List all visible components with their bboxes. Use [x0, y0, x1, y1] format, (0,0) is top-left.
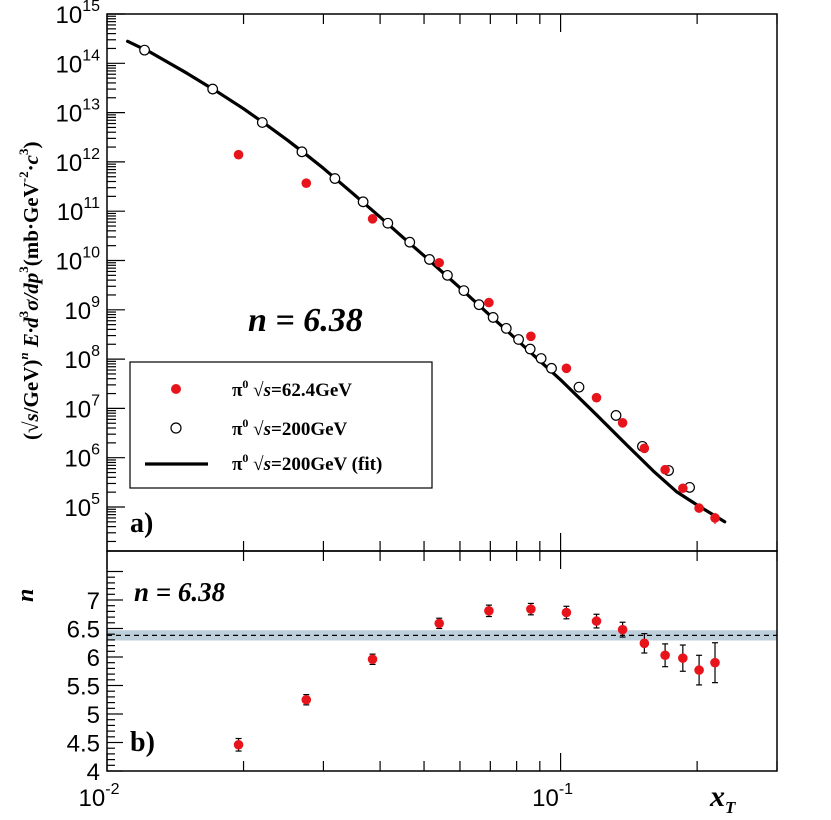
data-point-n [710, 657, 720, 668]
y-tick-label: 1012 [56, 146, 101, 177]
data-point-200gev [487, 312, 499, 323]
annotation-n-b: n = 6.38 [134, 577, 226, 607]
data-point-n [561, 607, 572, 618]
x-tick-label: 10-1 [532, 781, 573, 812]
y-tick-label: 106 [64, 442, 100, 473]
panel-b-points [233, 602, 720, 752]
data-point-62gev [367, 214, 378, 224]
data-point-200gev [546, 362, 557, 374]
data-point-200gev [458, 285, 470, 297]
data-point-n [694, 665, 704, 675]
data-point-62gev [233, 149, 244, 160]
data-point-62gev [694, 503, 704, 513]
x-tick-labels: 10-2 10-1 [79, 781, 574, 812]
y-tick-label: 1013 [56, 97, 101, 128]
y-tick-label: 1011 [57, 195, 100, 226]
data-point-n [639, 638, 650, 649]
data-point-200gev [296, 146, 308, 158]
annotation-n-a: n = 6.38 [248, 302, 363, 339]
data-point-200gev [329, 173, 341, 184]
data-point-n [367, 654, 378, 665]
data-point-200gev [357, 196, 369, 208]
data-point-200gev [404, 236, 416, 248]
data-point-200gev [513, 334, 524, 345]
data-point-200gev [573, 381, 585, 393]
panel-a-points [139, 44, 720, 525]
data-point-62gev [484, 297, 494, 308]
fit-line-200gev [126, 39, 727, 524]
y-axis-title-a: (√s/GeV)n E·d3σ/dp3(mb·GeV-2·c3) [16, 142, 43, 440]
y-tick-label: 5.5 [67, 674, 100, 701]
y-tick-label: 105 [64, 491, 100, 522]
legend-marker-62gev [171, 384, 181, 394]
data-point-n [434, 618, 445, 629]
data-point-n [591, 616, 602, 626]
panel-a-ticks [106, 13, 778, 551]
data-point-200gev [535, 353, 547, 364]
data-point-n [301, 694, 312, 705]
y-tick-label: 6.5 [67, 617, 100, 644]
data-point-200gev [256, 117, 268, 128]
data-point-62gev [434, 257, 445, 268]
data-point-200gev [139, 44, 150, 56]
data-point-n [233, 739, 244, 750]
data-point-200gev [473, 299, 485, 311]
data-point-n [678, 653, 688, 663]
panel-label-a: a) [130, 508, 153, 539]
y-tick-label: 4.5 [67, 731, 100, 758]
legend-marker-200gev [170, 422, 182, 434]
data-point-n [660, 650, 670, 661]
data-point-62gev [301, 178, 312, 188]
data-point-200gev [442, 269, 453, 281]
legend: π0 √s=62.4GeV π0 √s=200GeV π0 √s=200GeV (f… [129, 361, 433, 489]
panel-b-frame [106, 550, 778, 772]
data-point-200gev [382, 217, 394, 229]
y-tick-label: 107 [64, 392, 100, 423]
data-point-62gev [710, 513, 720, 523]
y-tick-label: 5 [87, 702, 100, 729]
y-tick-label: 108 [64, 343, 100, 374]
y-tick-label: 6 [87, 645, 100, 672]
data-point-200gev [524, 343, 536, 355]
x-tick-label: 10-2 [79, 781, 120, 812]
data-point-200gev [424, 254, 435, 265]
data-point-62gev [561, 363, 572, 374]
data-point-62gev [617, 418, 628, 428]
y-tick-label: 1015 [56, 0, 101, 29]
legend-label: π0 √s=200GeV [232, 416, 348, 440]
panel-b-ticks [106, 551, 778, 772]
data-point-n [484, 606, 494, 616]
y-tick-label: 7 [87, 588, 100, 615]
data-point-200gev [207, 83, 219, 95]
panel-label-b: b) [130, 727, 155, 758]
x-axis-title: xT [709, 780, 736, 817]
legend-label: π0 √s=200GeV (fit) [232, 451, 382, 475]
y-tick-label: 1014 [56, 47, 101, 78]
data-point-62gev [591, 392, 602, 403]
y-tick-label: 4 [87, 759, 100, 786]
data-point-62gev [639, 443, 650, 454]
data-point-200gev [610, 410, 622, 421]
data-point-62gev [526, 331, 536, 342]
y-tick-label: 1010 [56, 245, 101, 276]
legend-label: π0 √s=62.4GeV [232, 377, 352, 401]
panel-a-y-tick-labels: 105 106 107 108 109 1010 1011 1012 1013 1014 1015 [56, 0, 101, 522]
data-point-62gev [660, 464, 670, 475]
svg-text:(√s/GeV)n E·d3σ/dp3(mb·GeV-2·c: (√s/GeV)n E·d3σ/dp3(mb·GeV-2·c3) [16, 142, 43, 440]
y-axis-title-b: n [13, 589, 39, 602]
data-point-62gev [678, 483, 688, 494]
data-point-n [617, 624, 628, 635]
legend-labels: π0 √s=62.4GeV π0 √s=200GeV π0 √s=200GeV (f… [232, 377, 382, 475]
panel-b-y-tick-labels: 44.555.566.57 [67, 588, 100, 786]
y-tick-label: 109 [64, 294, 100, 325]
data-point-n [526, 604, 536, 614]
data-point-200gev [500, 322, 512, 334]
